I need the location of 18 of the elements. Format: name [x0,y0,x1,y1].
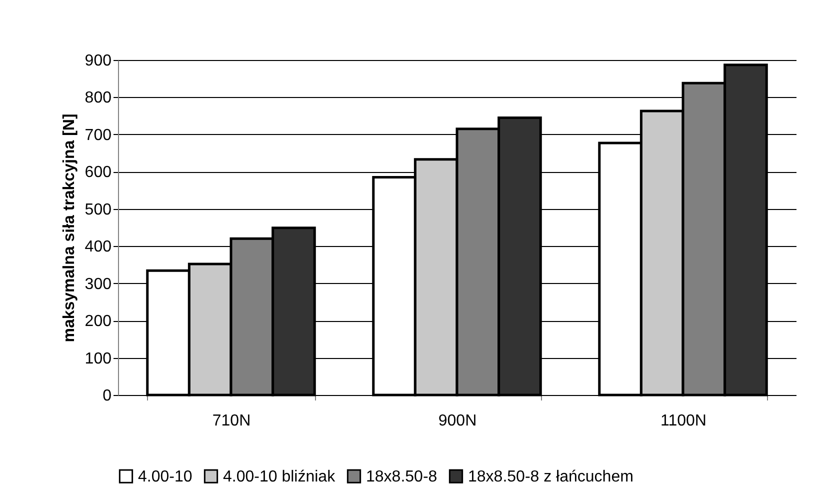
y-tick-label: 200 [84,313,112,330]
x-tick-label: 900N [438,412,477,430]
y-tick-label: 100 [84,350,112,368]
x-tick-label: 1100N [660,412,706,430]
legend-label: 18x8.50-8 [366,468,438,486]
y-tick-label: 300 [84,276,112,293]
y-tick-label: 0 [102,388,112,404]
y-tick-label: 400 [84,238,112,256]
legend-label: 4.00-10 bliźniak [223,468,336,486]
legend-label: 18x8.50-8 z łańcuchem [468,468,634,486]
y-tick-label: 500 [84,201,112,218]
x-tick-label: 710N [212,412,251,430]
y-tick-label: 800 [84,90,112,107]
y-tick-label: 900 [84,52,112,70]
y-tick-label: 600 [84,164,112,182]
y-axis-title: maksymalna siła trakcyjna [N] [60,114,78,342]
y-tick-label: 700 [84,126,112,144]
legend-label: 4.00-10 [138,468,192,486]
